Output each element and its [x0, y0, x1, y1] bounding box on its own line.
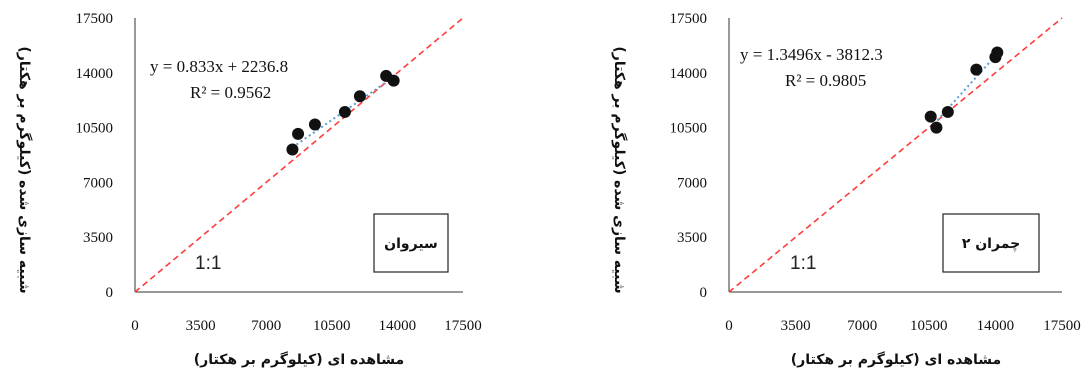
- y-axis-title: شبیه سازی شده (کیلوگرم بر هکتار): [611, 46, 628, 293]
- x-tick-labels: 0 3500 7000 10500 14000 17500: [131, 318, 482, 334]
- site-label-box: [942, 213, 1040, 273]
- data-points: [924, 46, 1004, 134]
- y-tick-label: 14000: [76, 66, 114, 82]
- y-tick-label: 3500: [83, 230, 113, 246]
- chart-panel-sirvan: 0 3500 7000 10500 14000 17500 0 3500 7000 10500 1…: [16, 11, 482, 368]
- x-tick-label: 14000: [977, 318, 1015, 334]
- data-point: [338, 105, 351, 118]
- y-tick-label: 0: [700, 285, 708, 301]
- data-points: [286, 69, 400, 156]
- y-tick-label: 17500: [76, 11, 114, 27]
- x-tick-label: 0: [725, 318, 733, 334]
- x-axis-title: مشاهده ای (کیلوگرم بر هکتار): [194, 351, 404, 368]
- y-tick-labels: 0 3500 7000 10500 14000 17500: [670, 11, 708, 301]
- data-point: [292, 127, 305, 140]
- r-squared-label: R² = 0.9805: [785, 71, 866, 90]
- site-label-box: [373, 213, 449, 273]
- one-to-one-label: 1:1: [790, 253, 816, 274]
- y-tick-label: 3500: [677, 230, 707, 246]
- trend-line: [929, 53, 999, 129]
- site-label: چمران ۲: [962, 236, 1020, 252]
- data-point: [286, 143, 299, 156]
- x-tick-label: 3500: [186, 318, 216, 334]
- x-tick-labels: 0 3500 7000 10500 14000 17500: [725, 318, 1081, 334]
- data-point: [930, 121, 943, 134]
- r-squared-label: R² = 0.9562: [190, 83, 271, 102]
- x-axis-title: مشاهده ای (کیلوگرم بر هکتار): [791, 351, 1001, 368]
- y-tick-label: 10500: [76, 121, 114, 137]
- x-tick-label: 7000: [251, 318, 281, 334]
- data-point: [991, 46, 1004, 59]
- y-tick-label: 7000: [677, 175, 707, 191]
- data-point: [924, 110, 937, 123]
- x-tick-label: 3500: [781, 318, 811, 334]
- y-tick-labels: 0 3500 7000 10500 14000 17500: [76, 11, 114, 301]
- x-tick-label: 10500: [313, 318, 351, 334]
- chart-panel-chamran-2: 0 3500 7000 10500 14000 17500 0 3500 7000 10500 1…: [611, 11, 1081, 368]
- data-point: [941, 105, 954, 118]
- one-to-one-line: [134, 17, 464, 293]
- one-to-one-label: 1:1: [195, 253, 221, 274]
- trend-equation: y = 1.3496x - 3812.3: [740, 45, 883, 64]
- y-tick-label: 7000: [83, 175, 113, 191]
- y-tick-label: 17500: [670, 11, 708, 27]
- data-point: [308, 118, 321, 131]
- x-tick-label: 17500: [1043, 318, 1081, 334]
- y-axis-title: شبیه سازی شده (کیلوگرم بر هکتار): [16, 46, 33, 293]
- trend-equation: y = 0.833x + 2236.8: [150, 57, 288, 76]
- y-tick-label: 10500: [670, 121, 708, 137]
- x-tick-label: 10500: [910, 318, 948, 334]
- one-to-one-line: [728, 17, 1063, 293]
- y-tick-label: 0: [106, 285, 114, 301]
- data-point: [970, 63, 983, 76]
- x-tick-label: 17500: [444, 318, 482, 334]
- x-tick-label: 7000: [847, 318, 877, 334]
- data-point: [353, 90, 366, 103]
- data-point: [387, 74, 400, 87]
- site-label: سیروان: [384, 236, 438, 252]
- x-tick-label: 0: [131, 318, 139, 334]
- x-tick-label: 14000: [379, 318, 417, 334]
- y-tick-label: 14000: [670, 66, 708, 82]
